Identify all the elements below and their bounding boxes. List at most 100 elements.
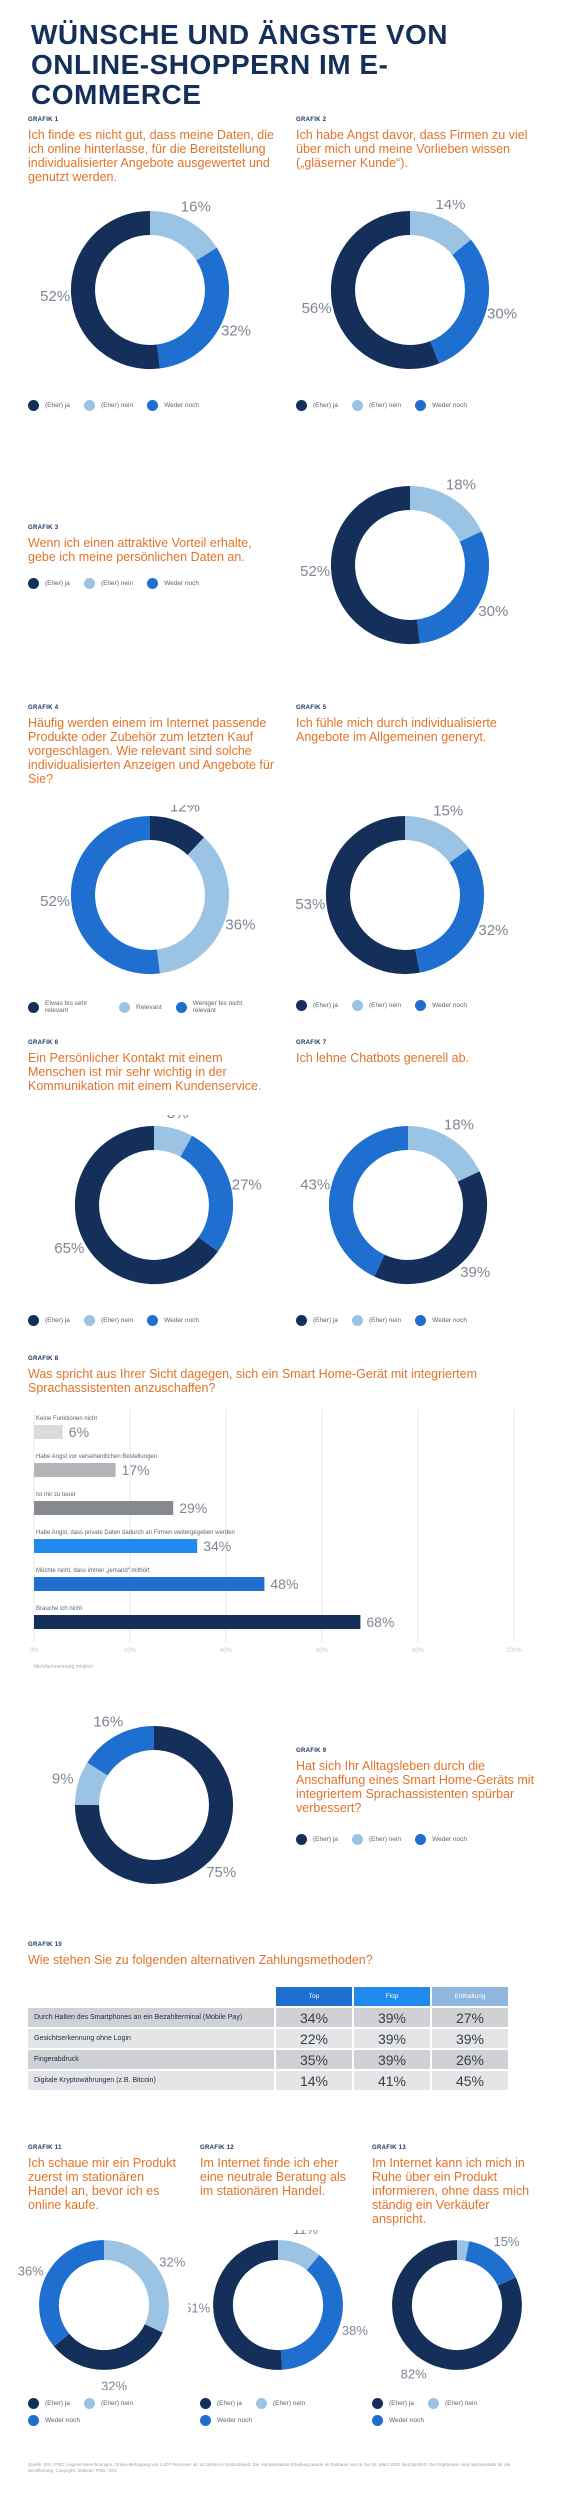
donut-segment [328, 1125, 409, 1277]
legend-label: (Eher) ja [313, 1836, 338, 1843]
source-note: Quelle: IDG / PSD | eigene Berechnungen.… [28, 2462, 511, 2473]
bar-category-label: Keine Funktionen nicht [36, 1416, 97, 1422]
legend-item: (Eher) ja [28, 1315, 70, 1326]
legend-swatch [28, 578, 39, 589]
legend-label: Weder noch [432, 1002, 468, 1009]
legend-swatch [83, 578, 95, 589]
chart-1-label: GRAFIK 1 [28, 117, 59, 123]
chart-7-donut: 18% 39% 43% [300, 1117, 490, 1284]
row-label: Durch Halten des Smartphones an ein Beza… [28, 2008, 274, 2027]
donut-segment [87, 1725, 155, 1777]
donut-segment [330, 210, 440, 370]
donut-value-label: 32% [159, 2255, 185, 2270]
donut-value-label: 32% [221, 322, 251, 339]
donut-segment [409, 485, 482, 543]
cell-flop: 41% [354, 2071, 430, 2090]
donut-segment [392, 2240, 522, 2370]
chart-13-question: Im Internet kann ich mich in Ruhe über e… [372, 2156, 530, 2226]
legend-item: (Eher) nein [255, 2398, 306, 2409]
donut-value-label: 32% [101, 2378, 127, 2390]
legend-item: (Eher) nein [351, 400, 401, 411]
chart-4-label: GRAFIK 4 [28, 705, 59, 711]
x-tick-label: 60% [316, 1648, 329, 1654]
legend-item: (Eher) ja [296, 1834, 338, 1845]
legend-item: Weder noch [147, 400, 199, 411]
chart-5-donut: 15% 32% 53% [295, 805, 508, 975]
legend-swatch [296, 1834, 307, 1845]
legend-label: (Eher) nein [100, 402, 134, 409]
legend-swatch [372, 2415, 383, 2426]
chart-2-legend: (Eher) ja (Eher) nein Weder noch [296, 400, 467, 411]
donut-value-label: 12% [170, 805, 200, 816]
legend-swatch [296, 1315, 307, 1326]
bar-category-label: Habe Angst vor versehentlichen Bestellun… [36, 1454, 157, 1460]
chart-8-label: GRAFIK 8 [28, 1356, 59, 1362]
chart-3-donut: 18% 30% 52% [300, 477, 508, 645]
legend-swatch [28, 2398, 39, 2409]
cell-flop: 39% [354, 2008, 430, 2027]
chart-6-header: GRAFIK 6 Ein Persönlicher Kontakt mit ei… [28, 1040, 278, 1093]
donut-value-label: 52% [300, 563, 330, 580]
chart-7-legend: (Eher) ja (Eher) nein Weder noch [296, 1315, 467, 1326]
bar-value-label: 48% [270, 1576, 298, 1592]
legend-item: Weder noch [200, 2415, 252, 2426]
legend-item: Weder noch [415, 400, 467, 411]
x-tick-label: 80% [412, 1648, 425, 1654]
page-title: WÜNSCHE UND ÄNGSTE VON ONLINE-SHOPPERN I… [31, 20, 541, 110]
legend-item: Weder noch [372, 2415, 424, 2426]
donut-segment [149, 815, 205, 856]
legend-label: Weder noch [164, 402, 200, 409]
chart-9-question: Hat sich Ihr Alltagsleben durch die Ansc… [296, 1759, 535, 1815]
bar [34, 1539, 198, 1553]
donut-value-label: 30% [487, 306, 517, 323]
cell-flop: 39% [354, 2050, 430, 2069]
legend-swatch [351, 1834, 363, 1845]
donut-value-label: 56% [302, 300, 332, 317]
legend-label: Weder noch [164, 1317, 200, 1324]
chart-10-header: GRAFIK 10 Wie stehen Sie zu folgenden al… [28, 1942, 538, 1967]
legend-label: (Eher) ja [45, 2400, 70, 2407]
legend-item: Weder noch [147, 578, 199, 589]
donut-segment [103, 2240, 169, 2333]
donut-value-label: 82% [401, 2366, 427, 2381]
legend-label: (Eher) ja [45, 580, 70, 587]
chart-5-legend: (Eher) ja (Eher) nein Weder noch [296, 1000, 467, 1011]
donut-value-label: 75% [206, 1864, 236, 1881]
table-row: Fingerabdruck 35% 39% 26% [28, 2050, 508, 2069]
donut-segment [416, 531, 489, 644]
donut-value-label: 8% [167, 1115, 189, 1122]
chart-3-header: GRAFIK 3 Wenn ich einen attraktive Vorte… [28, 525, 278, 564]
chart-2-header: GRAFIK 2 Ich habe Angst davor, dass Firm… [296, 117, 546, 170]
legend-item: Weder noch [415, 1000, 467, 1011]
legend-swatch [351, 1000, 363, 1011]
legend-label: Weder noch [217, 2417, 252, 2424]
cell-enthaltung: 39% [432, 2029, 508, 2048]
bar-value-label: 34% [203, 1538, 231, 1554]
bar [34, 1501, 174, 1515]
legend-swatch [28, 2415, 39, 2426]
col-flop: Flop [354, 1987, 430, 2006]
donut-segment [74, 1125, 218, 1284]
chart-9-legend: (Eher) ja (Eher) nein Weder noch [296, 1834, 467, 1845]
chart-3-question: Wenn ich einen attraktive Vorteil erhalt… [28, 536, 252, 564]
legend-label: (Eher) nein [272, 2400, 306, 2407]
bar-value-label: 29% [179, 1500, 207, 1516]
donut-segment [149, 210, 217, 262]
donut-segment [429, 239, 490, 364]
chart-9-header: GRAFIK 9 Hat sich Ihr Alltagsleben durch… [296, 1748, 546, 1815]
donut-segment [277, 2240, 320, 2271]
donut-segment [74, 1762, 108, 1806]
donut-value-label: 3% [455, 2230, 474, 2232]
bar-category-label: Möchte nicht, dass immer „jemand“ mithör… [36, 1568, 150, 1574]
bar-value-label: 6% [69, 1424, 89, 1440]
cell-flop: 39% [354, 2029, 430, 2048]
legend-item: (Eher) ja [296, 400, 338, 411]
donut-segment [409, 210, 471, 256]
chart-11-donut: 32% 32% 36% [18, 2240, 186, 2390]
legend-item: (Eher) nein [83, 1315, 133, 1326]
legend-swatch [296, 400, 307, 411]
donut-segment [156, 247, 230, 369]
cell-enthaltung: 26% [432, 2050, 508, 2069]
donut-segment [404, 815, 469, 864]
bar-chart-note: Mehrfachnennung möglich [34, 1664, 93, 1670]
